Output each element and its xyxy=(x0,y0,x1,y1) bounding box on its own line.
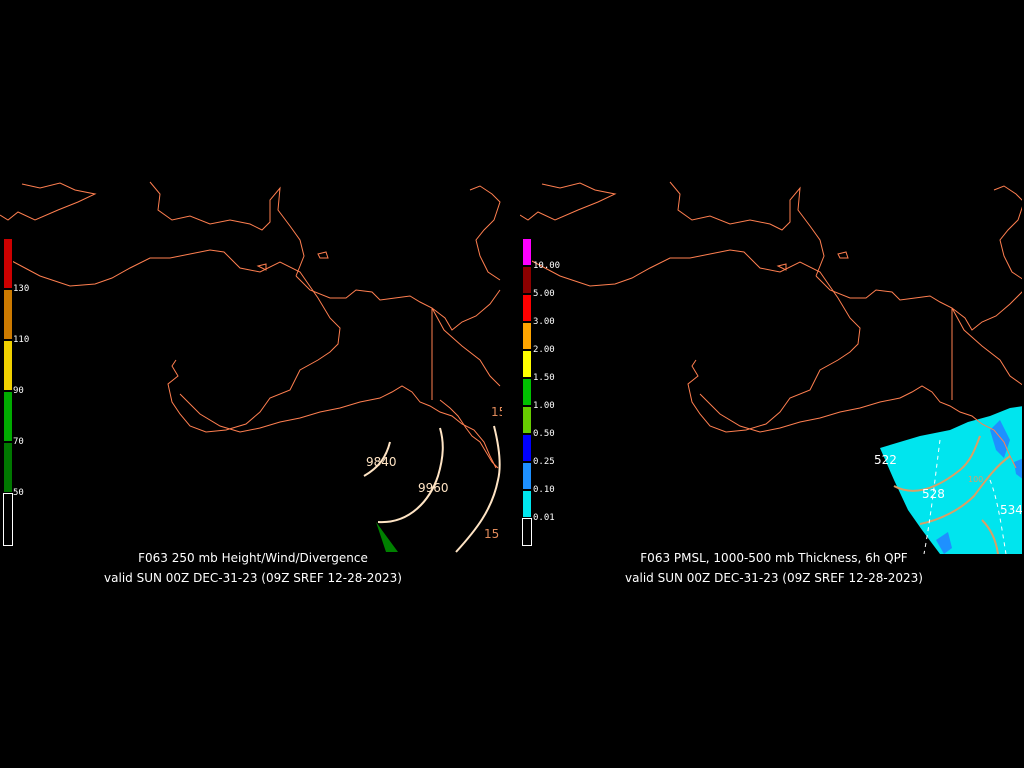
divergence-label-south: 15 xyxy=(484,527,499,541)
colorbar-label: 130 xyxy=(13,284,30,294)
divergence-label-north: 15 xyxy=(491,405,502,419)
aleutian-chain xyxy=(699,385,1017,469)
north-coast xyxy=(0,182,97,221)
colorbar-seg xyxy=(3,493,13,546)
colorbar-seg xyxy=(522,518,532,546)
island-pribilof xyxy=(317,251,329,259)
colorbar-label: 90 xyxy=(13,386,24,396)
alaska-south-coast xyxy=(9,249,341,433)
height-contours xyxy=(363,425,501,553)
qpf-area-dark xyxy=(990,420,1010,458)
thickness-label-528: 528 xyxy=(922,487,945,501)
colorbar-seg xyxy=(522,378,532,406)
colorbar-seg xyxy=(3,238,13,289)
colorbar-label: 0.01 xyxy=(533,513,555,523)
qpf-layer xyxy=(880,406,1022,554)
colorbar-label: 110 xyxy=(13,335,30,345)
arctic-islands xyxy=(469,185,501,281)
colorbar-label: 2.00 xyxy=(533,345,555,355)
coastline-layer xyxy=(0,181,501,469)
left-map-panel: 9840 9960 15 15 xyxy=(0,180,502,554)
pmsl-isobars xyxy=(923,439,1007,554)
colorbar-label: 0.25 xyxy=(533,457,555,467)
alaska-west-coast xyxy=(815,275,1022,331)
right-caption-valid: valid SUN 00Z DEC-31-23 (09Z SREF 12-28-… xyxy=(625,571,923,585)
qpf-area-dark xyxy=(1014,458,1022,479)
thickness-label-522: 522 xyxy=(874,453,897,467)
colorbar-label: 10.00 xyxy=(533,261,561,271)
island-stlawrence xyxy=(256,263,267,271)
colorbar-seg xyxy=(3,442,13,493)
qpf-area xyxy=(880,406,1022,554)
height-contour-9960 xyxy=(377,427,444,524)
island-stlawrence xyxy=(776,263,787,271)
colorbar-label: 5.00 xyxy=(533,289,555,299)
left-caption-valid: valid SUN 00Z DEC-31-23 (09Z SREF 12-28-… xyxy=(104,571,402,585)
pmsl-label-100: 100 xyxy=(968,475,983,484)
left-map-canvas: 9840 9960 15 15 xyxy=(0,181,502,553)
right-map-panel: 522 528 534 100 xyxy=(520,180,1022,554)
colorbar-seg xyxy=(522,322,532,350)
colorbar-seg xyxy=(522,462,532,490)
thickness-contour xyxy=(893,435,981,492)
alaska-south-coast xyxy=(529,249,861,433)
colorbar-label: 3.00 xyxy=(533,317,555,327)
contour-label-9840: 9840 xyxy=(366,455,397,469)
height-contour-east xyxy=(455,425,501,553)
colorbar-seg xyxy=(3,391,13,442)
colorbar-seg xyxy=(3,289,13,340)
qpf-area-dark xyxy=(936,532,952,554)
left-caption-title: F063 250 mb Height/Wind/Divergence xyxy=(138,551,368,565)
canada-coast xyxy=(951,307,1022,386)
colorbar-seg xyxy=(522,266,532,294)
colorbar-seg xyxy=(3,340,13,391)
colorbar-seg xyxy=(522,490,532,518)
thickness-contour xyxy=(919,455,1011,525)
colorbar-label: 70 xyxy=(13,437,24,447)
chukotka-coast xyxy=(669,181,825,277)
colorbar-seg xyxy=(522,406,532,434)
island-pribilof xyxy=(837,251,849,259)
canada-coast xyxy=(431,307,501,387)
thickness-label-534: 534 xyxy=(1000,503,1022,517)
colorbar-label: 50 xyxy=(13,488,24,498)
chukotka-coast xyxy=(149,181,305,277)
colorbar-seg xyxy=(522,294,532,322)
divergence-fill xyxy=(376,522,398,552)
colorbar-seg xyxy=(522,238,532,266)
alaska-west-coast xyxy=(295,275,501,331)
aleutian-chain xyxy=(179,385,497,469)
right-caption-title: F063 PMSL, 1000-500 mb Thickness, 6h QPF xyxy=(640,551,908,565)
colorbar-label: 0.10 xyxy=(533,485,555,495)
coastline-layer xyxy=(520,181,1022,469)
colorbar-seg xyxy=(522,350,532,378)
thickness-contours xyxy=(893,435,1011,554)
north-coast xyxy=(520,182,617,221)
colorbar-label: 1.00 xyxy=(533,401,555,411)
right-map-canvas: 522 528 534 100 xyxy=(520,181,1022,554)
height-contour-9840 xyxy=(363,441,391,477)
contour-label-9960: 9960 xyxy=(418,481,449,495)
colorbar-label: 0.50 xyxy=(533,429,555,439)
arctic-islands xyxy=(993,185,1022,280)
colorbar-label: 1.50 xyxy=(533,373,555,383)
thickness-contour xyxy=(981,519,999,554)
southeast-archipelago xyxy=(439,399,499,469)
colorbar-seg xyxy=(522,434,532,462)
pmsl-isobar xyxy=(923,439,941,554)
